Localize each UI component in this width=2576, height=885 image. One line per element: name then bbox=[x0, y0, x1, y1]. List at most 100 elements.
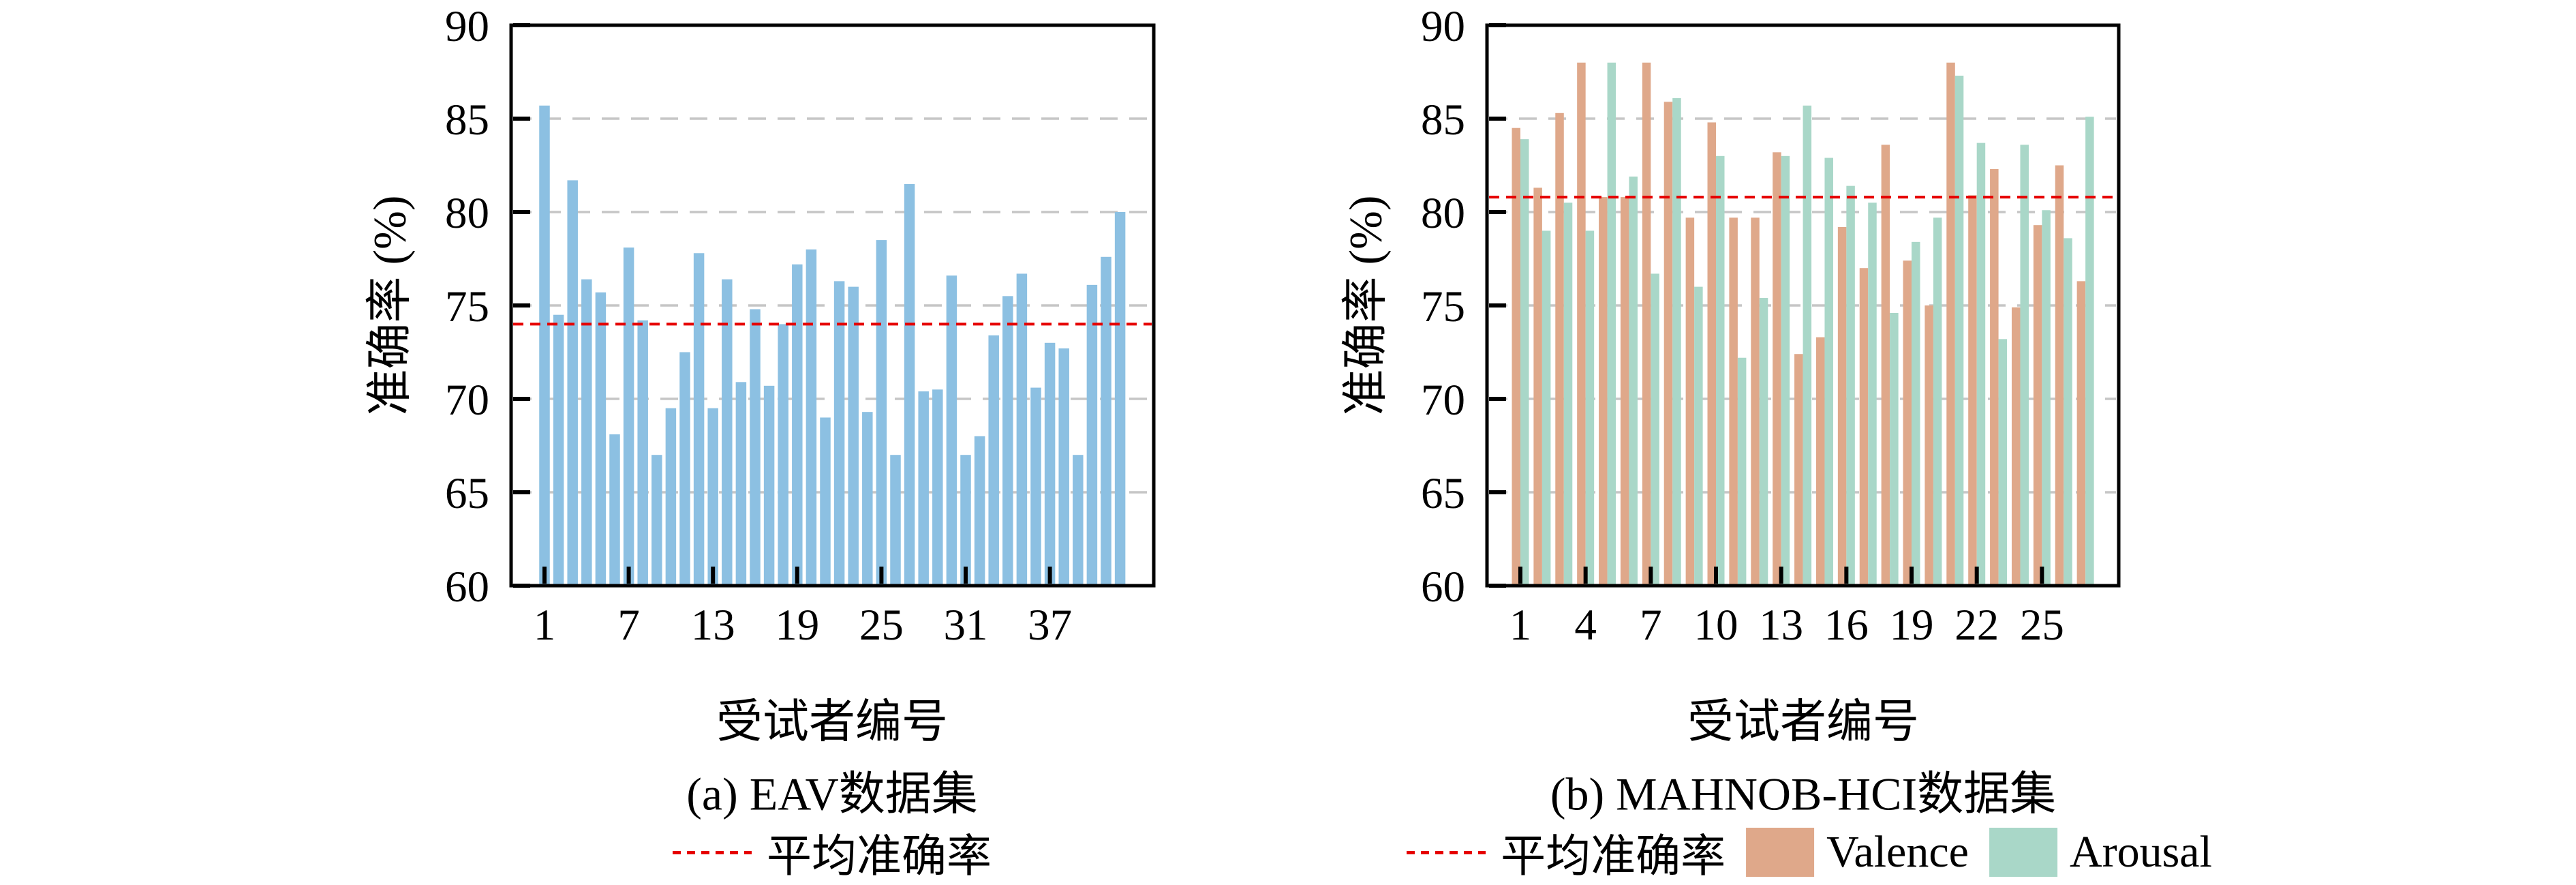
accuracy-bar-subject-17 bbox=[763, 385, 775, 586]
arousal-bar-subject-24 bbox=[2020, 145, 2029, 586]
y-tick-label: 85 bbox=[445, 95, 489, 145]
accuracy-bar-subject-27 bbox=[904, 183, 915, 586]
x-tick-label: 19 bbox=[775, 601, 819, 650]
x-tick-label: 31 bbox=[944, 601, 988, 650]
arousal-bar-subject-6 bbox=[1629, 176, 1638, 586]
y-tick-label: 90 bbox=[1421, 2, 1465, 51]
valence-bar-subject-14 bbox=[1794, 354, 1803, 586]
valence-bar-subject-2 bbox=[1533, 188, 1542, 586]
accuracy-bar-subject-33 bbox=[988, 335, 999, 586]
y-tick-label: 90 bbox=[445, 2, 489, 51]
y-axis-label-eav: 准确率 (%) bbox=[363, 195, 416, 416]
y-tick-label: 70 bbox=[445, 376, 489, 425]
valence-bar-subject-23 bbox=[1990, 168, 1999, 586]
accuracy-bar-subject-5 bbox=[595, 292, 607, 586]
accuracy-bar-subject-38 bbox=[1058, 348, 1069, 586]
accuracy-bar-subject-1 bbox=[539, 105, 550, 586]
accuracy-bar-subject-14 bbox=[722, 279, 733, 586]
arousal-bar-subject-3 bbox=[1563, 202, 1573, 586]
arousal-bar-subject-15 bbox=[1824, 158, 1833, 586]
accuracy-bar-subject-25 bbox=[876, 240, 887, 586]
y-tick-label: 70 bbox=[1421, 376, 1465, 425]
arousal-bar-subject-7 bbox=[1651, 273, 1659, 586]
accuracy-bar-subject-12 bbox=[693, 253, 705, 586]
accuracy-bar-subject-7 bbox=[623, 247, 634, 586]
average-line-label: 平均准确率 bbox=[767, 832, 992, 882]
valence-bar-subject-9 bbox=[1685, 217, 1695, 586]
accuracy-bar-subject-29 bbox=[932, 389, 943, 586]
accuracy-bar-subject-2 bbox=[553, 314, 564, 586]
accuracy-bar-subject-6 bbox=[609, 434, 620, 586]
accuracy-bar-subject-30 bbox=[946, 275, 957, 586]
x-tick-label: 10 bbox=[1694, 601, 1738, 650]
accuracy-bar-subject-28 bbox=[918, 391, 929, 586]
accuracy-bar-subject-4 bbox=[581, 279, 592, 586]
x-tick-label: 16 bbox=[1824, 601, 1869, 650]
y-tick-label: 60 bbox=[445, 562, 489, 612]
y-tick-label: 80 bbox=[1421, 189, 1465, 238]
valence-bar-subject-26 bbox=[2055, 165, 2064, 586]
plot-border bbox=[509, 23, 1156, 588]
valence-bar-subject-18 bbox=[1881, 145, 1890, 586]
arousal-bar-subject-23 bbox=[1998, 339, 2008, 586]
arousal-bar-subject-27 bbox=[2085, 117, 2094, 586]
accuracy-bar-subject-31 bbox=[960, 455, 971, 586]
accuracy-bar-subject-18 bbox=[778, 324, 788, 586]
x-tick-label: 22 bbox=[1954, 601, 1999, 650]
average-line-sample bbox=[673, 850, 752, 854]
x-tick-label: 4 bbox=[1574, 601, 1597, 650]
accuracy-bar-subject-15 bbox=[735, 382, 747, 586]
valence-bar-subject-12 bbox=[1751, 217, 1760, 586]
arousal-bar-subject-25 bbox=[2042, 210, 2051, 586]
x-tick-label: 13 bbox=[691, 601, 735, 650]
accuracy-bar-subject-34 bbox=[1002, 296, 1013, 586]
valence-bar-subject-7 bbox=[1642, 62, 1651, 586]
x-tick-label: 7 bbox=[617, 601, 640, 650]
accuracy-bar-subject-37 bbox=[1044, 342, 1056, 586]
arousal-color-swatch bbox=[1989, 828, 2057, 877]
arousal-bar-subject-14 bbox=[1803, 105, 1812, 586]
y-tick-label: 85 bbox=[1421, 95, 1465, 145]
accuracy-bar-subject-9 bbox=[651, 455, 662, 586]
valence-bar-subject-5 bbox=[1599, 197, 1608, 586]
accuracy-bar-subject-10 bbox=[665, 408, 677, 586]
y-tick-label: 65 bbox=[445, 469, 489, 518]
valence-bar-subject-6 bbox=[1620, 197, 1629, 586]
legend-mahnob: 平均准确率 Valence Arousal bbox=[1407, 824, 2212, 882]
valence-bar-subject-16 bbox=[1837, 226, 1847, 586]
valence-bar-subject-22 bbox=[1968, 195, 1977, 586]
y-tick-label: 75 bbox=[1421, 282, 1465, 331]
valence-bar-subject-25 bbox=[2033, 225, 2042, 586]
caption-eav: (a) EAV数据集 bbox=[686, 768, 978, 820]
accuracy-bar-subject-13 bbox=[707, 408, 718, 586]
arousal-bar-subject-2 bbox=[1542, 230, 1551, 586]
average-line-sample bbox=[1407, 850, 1486, 854]
arousal-bar-subject-10 bbox=[1716, 155, 1725, 586]
valence-bar-subject-20 bbox=[1925, 305, 1933, 586]
x-tick-label: 25 bbox=[859, 601, 904, 650]
arousal-label: Arousal bbox=[2069, 827, 2212, 877]
arousal-bar-subject-20 bbox=[1933, 217, 1942, 586]
arousal-bar-subject-18 bbox=[1890, 312, 1899, 586]
arousal-bar-subject-9 bbox=[1694, 286, 1703, 586]
arousal-bar-subject-8 bbox=[1672, 97, 1681, 586]
accuracy-bar-subject-35 bbox=[1016, 273, 1028, 586]
valence-bar-subject-10 bbox=[1707, 122, 1717, 586]
arousal-bar-subject-12 bbox=[1759, 298, 1768, 586]
arousal-bar-subject-4 bbox=[1585, 230, 1595, 586]
arousal-bar-subject-21 bbox=[1954, 75, 1964, 586]
valence-bar-subject-11 bbox=[1729, 217, 1738, 586]
plot-border bbox=[1485, 23, 2121, 588]
arousal-bar-subject-17 bbox=[1868, 202, 1877, 586]
caption-mahnob: (b) MAHNOB-HCI数据集 bbox=[1550, 768, 2057, 820]
arousal-bar-subject-19 bbox=[1912, 241, 1920, 586]
valence-bar-subject-17 bbox=[1859, 268, 1869, 586]
accuracy-bar-subject-22 bbox=[833, 281, 845, 586]
x-axis-label-mahnob: 受试者编号 bbox=[1687, 695, 1920, 748]
accuracy-bar-subject-11 bbox=[679, 352, 690, 586]
valence-bar-subject-1 bbox=[1512, 127, 1520, 586]
accuracy-bar-subject-41 bbox=[1101, 256, 1111, 586]
valence-bar-subject-4 bbox=[1577, 62, 1586, 586]
accuracy-bar-subject-19 bbox=[792, 264, 803, 586]
